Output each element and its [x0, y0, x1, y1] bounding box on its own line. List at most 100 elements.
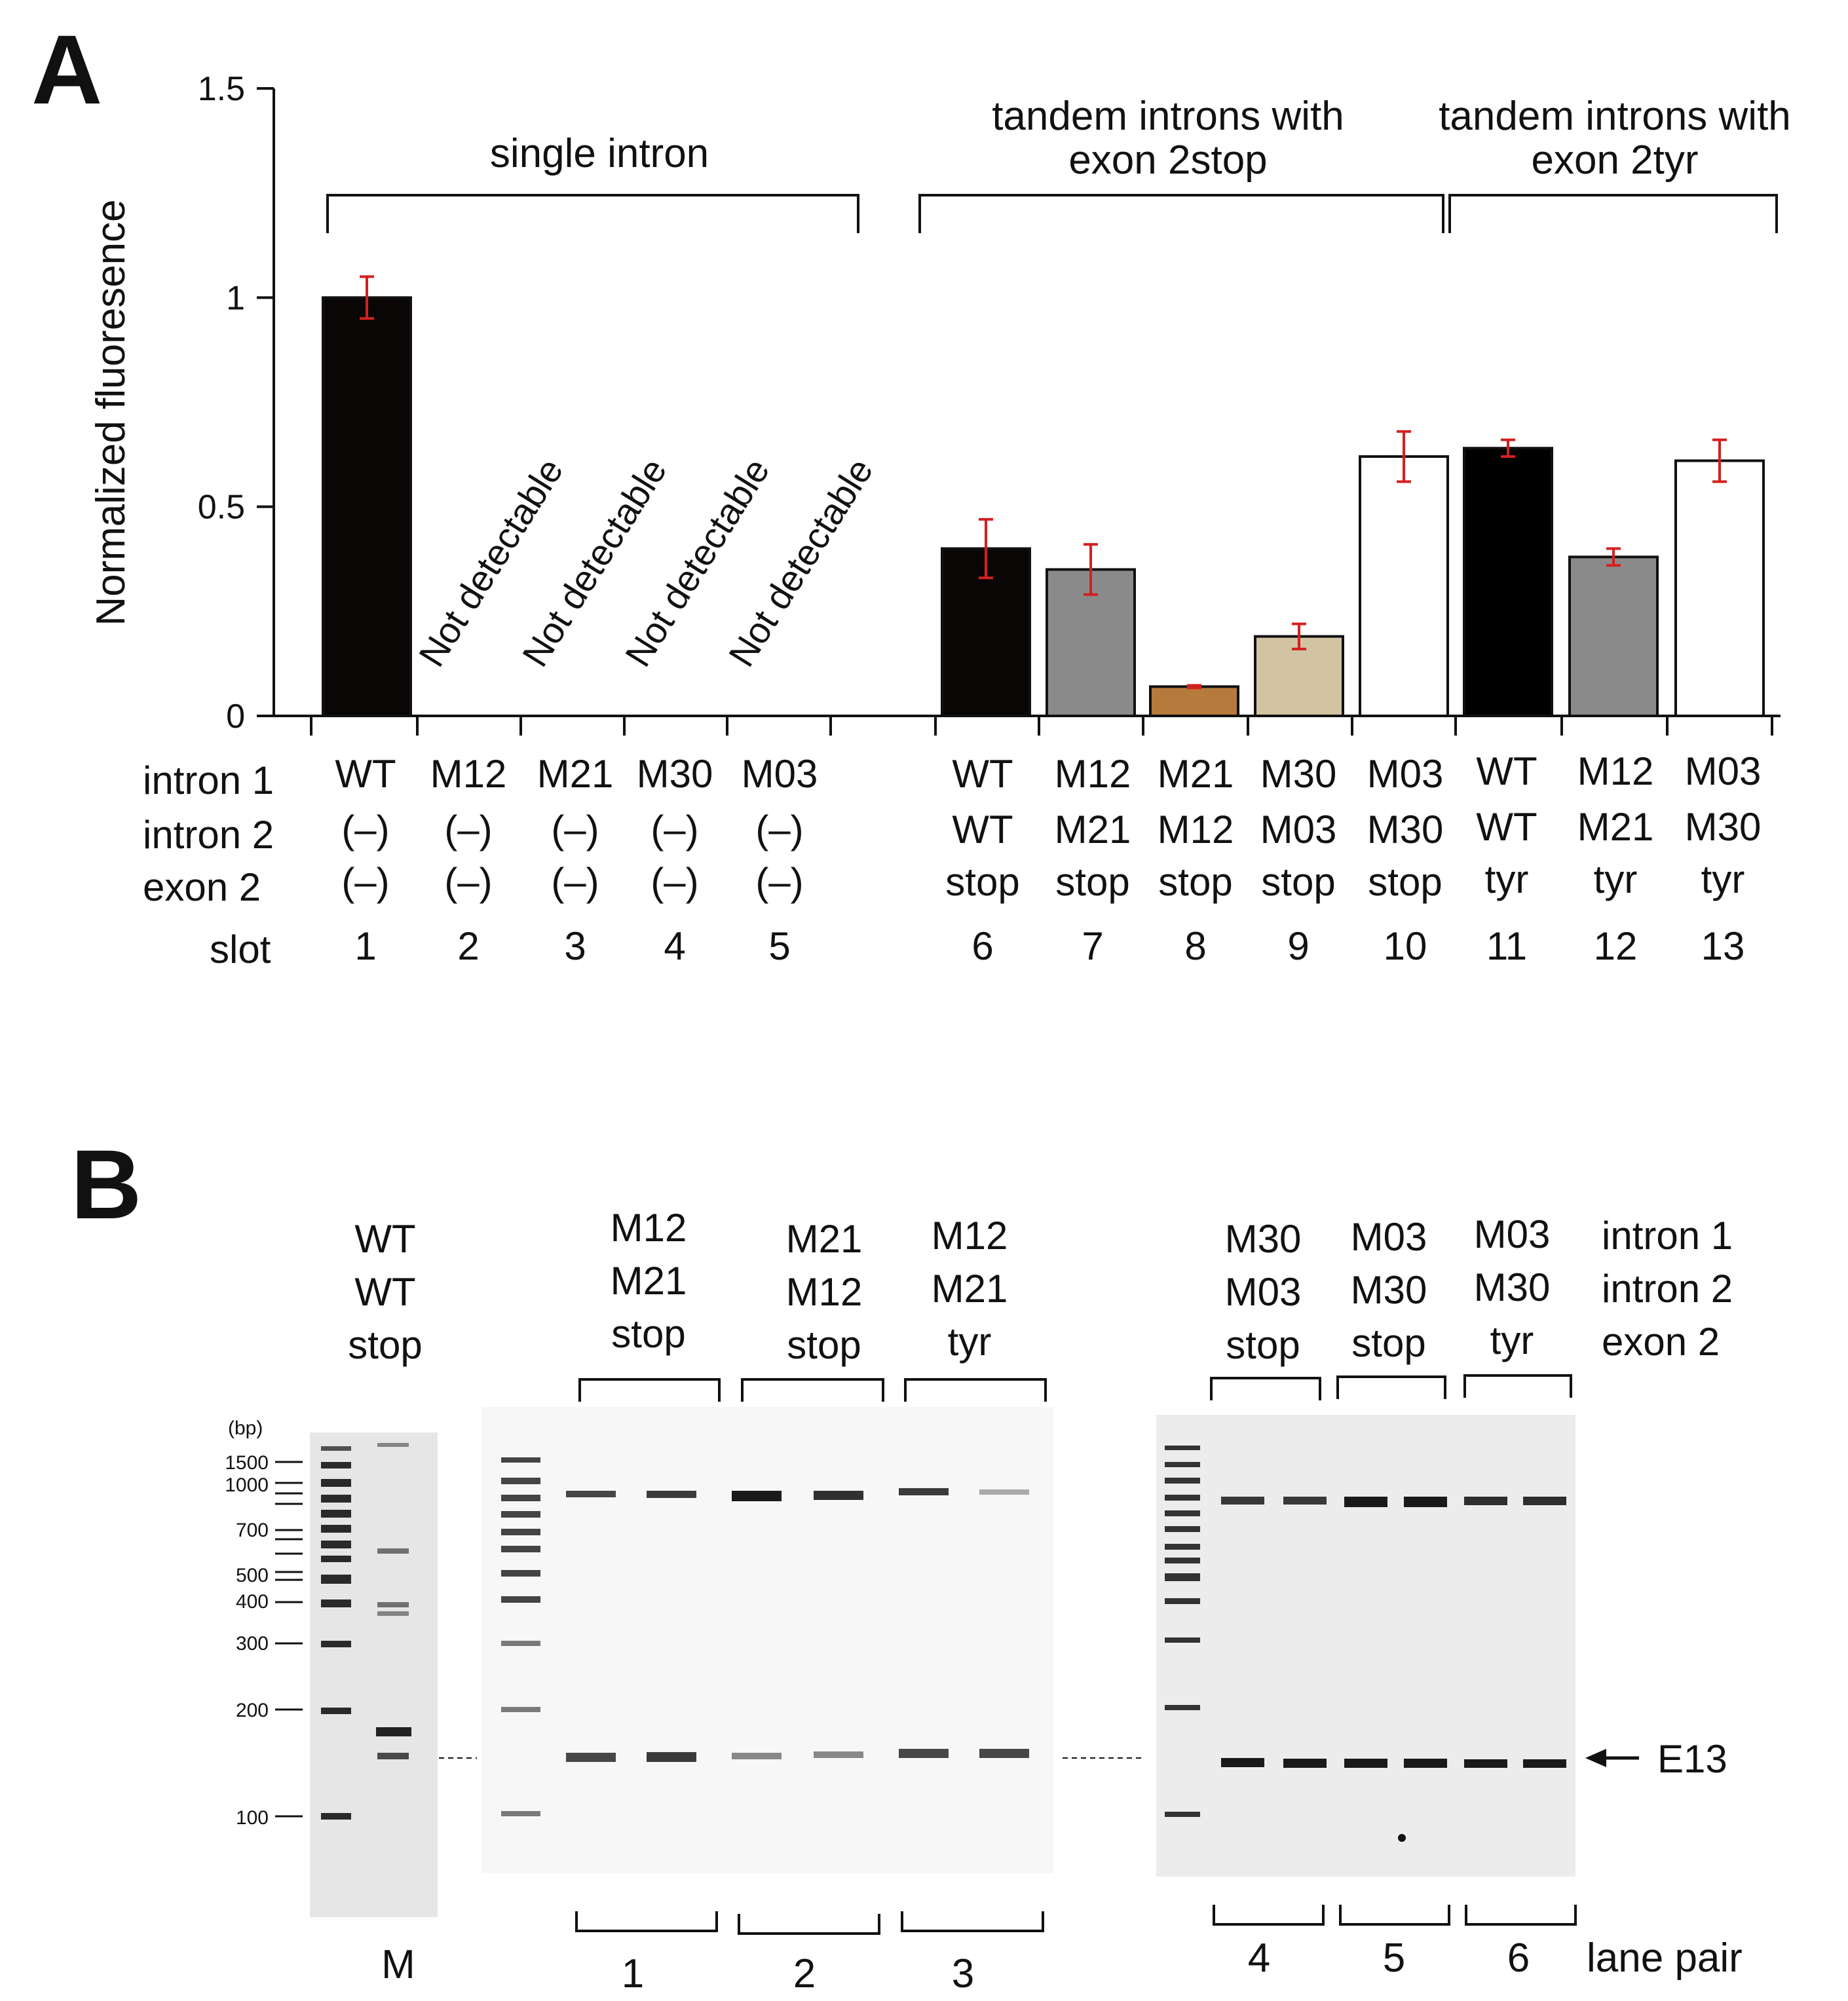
table-cell: WT	[1476, 805, 1537, 849]
table-cell: 9	[1287, 924, 1309, 968]
gel-band	[377, 1753, 409, 1759]
table-cell: 8	[1184, 924, 1206, 968]
ladder-size-labels: (bp) 1500 1000 700 500 400 300 200 100	[225, 1417, 269, 1829]
header-line: M21	[611, 1259, 687, 1303]
header-line: M12	[611, 1206, 687, 1250]
header-line: stop	[1226, 1323, 1300, 1367]
table-cell: 11	[1486, 924, 1527, 968]
sample-lanes	[566, 1488, 1029, 1762]
ladder-band	[501, 1457, 540, 1463]
table-cell: 10	[1384, 924, 1427, 968]
group-bracket	[1448, 194, 1778, 233]
table-cell: (–)	[341, 860, 389, 904]
table-cell: 4	[664, 924, 685, 968]
ladder-band	[1165, 1573, 1200, 1581]
table-cell: WT	[335, 752, 396, 796]
gel-band	[1464, 1759, 1507, 1768]
table-cell: tyr	[1701, 857, 1745, 901]
ladder-band	[321, 1495, 351, 1503]
table-cell: (–)	[551, 860, 599, 904]
gel-band	[376, 1727, 411, 1736]
error-bars	[360, 275, 1727, 690]
lane-pair-number: 6	[1507, 1936, 1530, 1981]
bar-chart: Normalized fluoresence 0 0.5 1 1.5 Not dete…	[88, 70, 1791, 736]
gel-band	[732, 1491, 782, 1501]
ladder-band	[501, 1529, 540, 1535]
table-cell: (–)	[444, 808, 492, 851]
header-group-wt: WT WT stop	[348, 1217, 422, 1367]
gel-band	[377, 1611, 409, 1616]
ladder-band	[1165, 1526, 1200, 1532]
sample-lane	[376, 1443, 411, 1759]
header-line: WT	[354, 1270, 415, 1314]
gel-band	[647, 1752, 696, 1762]
lane-pair-number: 5	[1383, 1936, 1405, 1981]
table-cell: M03	[742, 752, 818, 796]
header-group-6: M03 M30 tyr	[1474, 1212, 1551, 1362]
y-axis-label: Normalized fluoresence	[88, 199, 134, 626]
gel-band	[377, 1602, 409, 1607]
table-cell: (–)	[651, 860, 698, 904]
marker-lane-label: M	[381, 1942, 415, 1987]
bars	[322, 296, 1765, 718]
y-tick-label: 1.5	[198, 70, 245, 108]
ladder-band	[1165, 1462, 1200, 1467]
group-label: tandem introns with	[1439, 94, 1791, 139]
header-line: tyr	[1490, 1318, 1534, 1362]
ladder-band	[321, 1599, 351, 1607]
legend-intron2: intron 2	[1602, 1267, 1733, 1311]
sample-lanes	[1221, 1497, 1566, 1768]
table-cell: 13	[1701, 924, 1745, 968]
table-cell: M21	[537, 752, 614, 796]
ladder-band	[1165, 1478, 1200, 1484]
row-label-intron2: intron 2	[143, 813, 274, 857]
ladder-band	[321, 1510, 351, 1518]
gel-band	[1344, 1759, 1387, 1768]
gel-band	[899, 1488, 949, 1495]
table-cell: M03	[1685, 749, 1762, 793]
bar	[1149, 685, 1239, 717]
ladder-mark: 1500	[225, 1452, 269, 1474]
bar	[322, 296, 412, 718]
bar	[1674, 459, 1765, 717]
table-cell: M30	[1367, 808, 1444, 851]
table-cell: M30	[1260, 752, 1337, 796]
gel-band	[979, 1489, 1029, 1495]
table-cell: (–)	[755, 808, 803, 851]
gel-3	[1156, 1415, 1575, 1877]
bracket	[1463, 1374, 1572, 1398]
bracket	[741, 1378, 884, 1402]
panel-a-letter: A	[31, 14, 102, 124]
bar	[1359, 455, 1449, 717]
header-line: tyr	[948, 1320, 992, 1364]
ladder-band	[321, 1813, 351, 1820]
bracket	[1213, 1905, 1325, 1926]
table-cell: (–)	[444, 860, 492, 904]
header-line: stop	[1351, 1321, 1425, 1365]
ladder-mark: 1000	[225, 1474, 269, 1496]
gel-band	[1464, 1497, 1507, 1505]
y-ticks: 0 0.5 1 1.5	[198, 70, 274, 736]
ladder-lane	[1165, 1446, 1200, 1817]
gel-band	[1523, 1759, 1566, 1768]
table-cell: stop	[1158, 860, 1232, 904]
table-cell: M12	[430, 752, 507, 796]
header-line: M03	[1351, 1215, 1427, 1259]
row-label-intron1: intron 1	[143, 758, 274, 802]
lane-pair-number: 1	[622, 1951, 644, 1996]
gel-header-labels: WT WT stop M12 M21 stop M21 M12 stop M12…	[348, 1206, 1733, 1367]
bracket	[1336, 1375, 1446, 1399]
table-cell: M03	[1260, 808, 1337, 851]
ladder-band	[321, 1525, 351, 1533]
gel-background	[1156, 1415, 1575, 1877]
table-cell: 6	[971, 924, 993, 968]
group-label: exon 2stop	[1068, 138, 1267, 183]
header-group-4: M30 M03 stop	[1225, 1217, 1302, 1367]
table-cell: (–)	[651, 808, 698, 851]
lane-labels: M 1 2 3 4 5 6 lane pair	[381, 1936, 1743, 1996]
y-tick-label: 1	[226, 279, 245, 317]
table-cell: stop	[1055, 860, 1129, 904]
group-label: exon 2tyr	[1531, 138, 1698, 183]
ladder-band	[321, 1541, 351, 1548]
